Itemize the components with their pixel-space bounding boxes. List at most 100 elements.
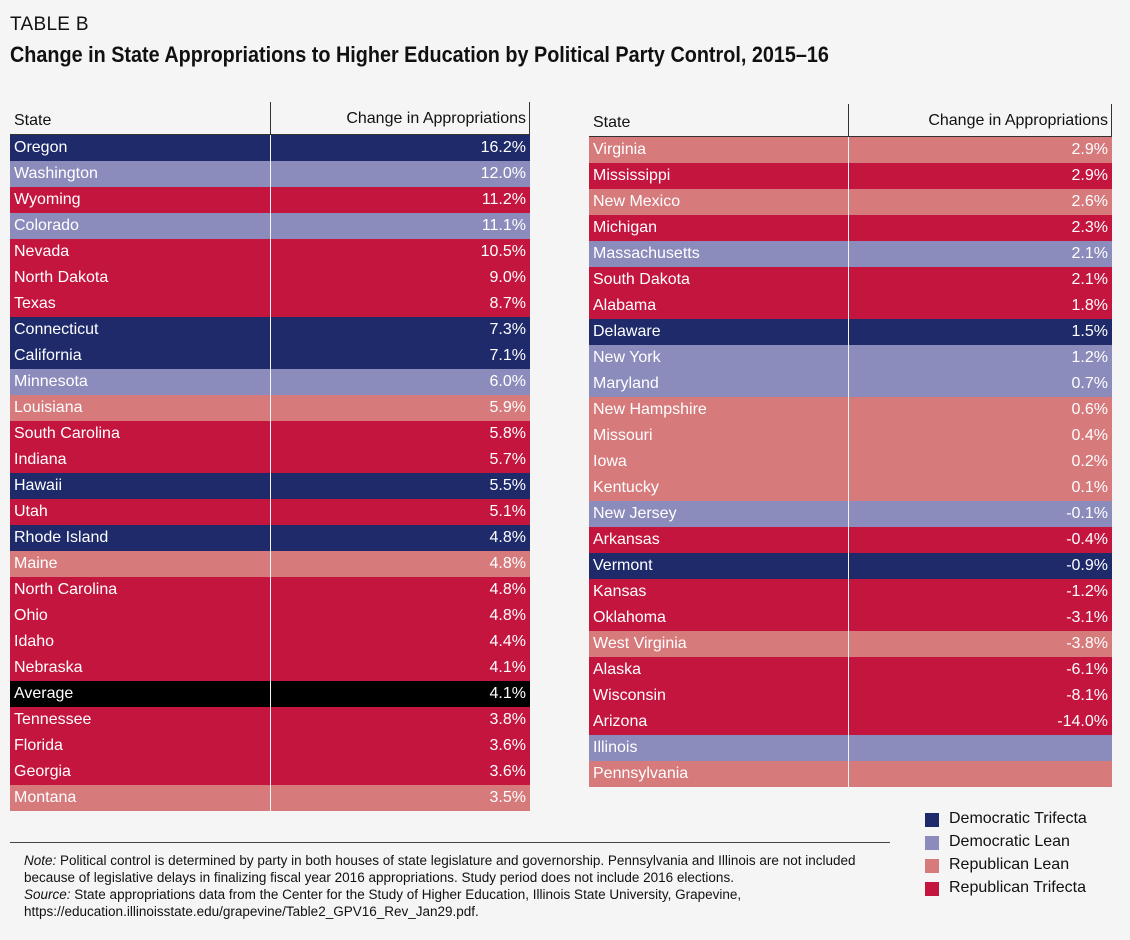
state-name: Georgia: [14, 763, 71, 780]
state-column-header: State: [593, 114, 631, 131]
state-name: Florida: [14, 737, 63, 754]
state-name: Iowa: [593, 453, 627, 470]
column-divider: [848, 527, 849, 553]
table-row: Utah 5.1%: [10, 499, 530, 525]
state-name: Texas: [14, 295, 56, 312]
header-divider: [270, 102, 271, 134]
column-divider: [848, 475, 849, 501]
change-value: -8.1%: [1066, 687, 1108, 704]
column-divider: [270, 239, 271, 265]
column-divider: [848, 267, 849, 293]
note-text: Political control is determined by party…: [24, 853, 856, 885]
state-name: South Dakota: [593, 271, 690, 288]
column-divider: [270, 135, 271, 161]
change-value: 3.6%: [489, 763, 526, 780]
state-name: West Virginia: [593, 635, 687, 652]
table-row: New Jersey -0.1%: [589, 501, 1112, 527]
column-divider: [270, 265, 271, 291]
table-row: Wyoming 11.2%: [10, 187, 530, 213]
change-value: 3.5%: [489, 789, 526, 806]
left-table-rows: Oregon 16.2% Washington 12.0% Wyoming 11.2% Co…: [10, 135, 530, 811]
state-name: Mississippi: [593, 167, 671, 184]
column-divider: [848, 215, 849, 241]
legend-label: Republican Lean: [949, 856, 1070, 873]
change-value: 2.1%: [1071, 245, 1108, 262]
table-row: Washington 12.0%: [10, 161, 530, 187]
table-row: North Dakota 9.0%: [10, 265, 530, 291]
table-row: Illinois: [589, 735, 1112, 761]
state-name: California: [14, 347, 82, 364]
table-row: California 7.1%: [10, 343, 530, 369]
state-column-header: State: [14, 112, 52, 129]
page-title: Change in State Appropriations to Higher…: [10, 42, 829, 67]
table-row: Pennsylvania: [589, 761, 1112, 787]
state-name: Idaho: [14, 633, 55, 650]
state-name: Minnesota: [14, 373, 88, 390]
change-value: 2.6%: [1071, 193, 1108, 210]
column-divider: [848, 371, 849, 397]
column-divider: [848, 683, 849, 709]
column-divider: [270, 629, 271, 655]
table-row: North Carolina 4.8%: [10, 577, 530, 603]
change-value: 16.2%: [480, 139, 526, 156]
change-value: 9.0%: [489, 269, 526, 286]
column-divider: [270, 733, 271, 759]
change-value: 0.6%: [1071, 401, 1108, 418]
note-paragraph: Note: Political control is determined by…: [10, 852, 900, 886]
change-value: 5.9%: [489, 399, 526, 416]
change-value: -0.1%: [1066, 505, 1108, 522]
header-border: [1111, 104, 1112, 136]
table-row: Connecticut 7.3%: [10, 317, 530, 343]
change-value: -6.1%: [1066, 661, 1108, 678]
change-value: -14.0%: [1057, 713, 1108, 730]
change-value: 4.8%: [489, 607, 526, 624]
legend-label: Republican Trifecta: [949, 879, 1086, 896]
header-border: [529, 102, 530, 134]
table-row: Kentucky 0.1%: [589, 475, 1112, 501]
state-name: North Carolina: [14, 581, 118, 598]
column-divider: [848, 241, 849, 267]
state-name: New Hampshire: [593, 401, 707, 418]
change-value: 3.8%: [489, 711, 526, 728]
change-value: 7.1%: [489, 347, 526, 364]
table-row: Maine 4.8%: [10, 551, 530, 577]
state-name: Massachusetts: [593, 245, 700, 262]
table-row: Nevada 10.5%: [10, 239, 530, 265]
column-divider: [848, 709, 849, 735]
state-name: Oregon: [14, 139, 68, 156]
state-name: New Mexico: [593, 193, 681, 210]
table-row: Delaware 1.5%: [589, 319, 1112, 345]
column-divider: [848, 501, 849, 527]
column-divider: [848, 631, 849, 657]
state-name: Washington: [14, 165, 98, 182]
change-value: 1.8%: [1071, 297, 1108, 314]
change-value: 5.5%: [489, 477, 526, 494]
legend-swatch: [925, 859, 939, 873]
change-value: 1.5%: [1071, 323, 1108, 340]
column-divider: [270, 603, 271, 629]
column-divider: [270, 447, 271, 473]
state-name: Virginia: [593, 141, 647, 158]
change-value: 0.4%: [1071, 427, 1108, 444]
change-value: 0.7%: [1071, 375, 1108, 392]
column-divider: [848, 345, 849, 371]
legend-swatch: [925, 813, 939, 827]
column-divider: [848, 657, 849, 683]
column-divider: [270, 213, 271, 239]
right-table-rows: Virginia 2.9% Mississippi 2.9% New Mexico 2.6…: [589, 137, 1112, 787]
state-name: New Jersey: [593, 505, 677, 522]
column-divider: [848, 735, 849, 761]
column-divider: [848, 293, 849, 319]
table-row: Vermont -0.9%: [589, 553, 1112, 579]
change-value: 3.6%: [489, 737, 526, 754]
change-value: -0.9%: [1066, 557, 1108, 574]
column-divider: [270, 291, 271, 317]
table-row: Wisconsin -8.1%: [589, 683, 1112, 709]
table-row: Michigan 2.3%: [589, 215, 1112, 241]
source-paragraph: Source: State appropriations data from t…: [10, 886, 900, 920]
table-row: Iowa 0.2%: [589, 449, 1112, 475]
change-value: 7.3%: [489, 321, 526, 338]
table-row: South Dakota 2.1%: [589, 267, 1112, 293]
column-divider: [270, 161, 271, 187]
column-divider: [848, 189, 849, 215]
